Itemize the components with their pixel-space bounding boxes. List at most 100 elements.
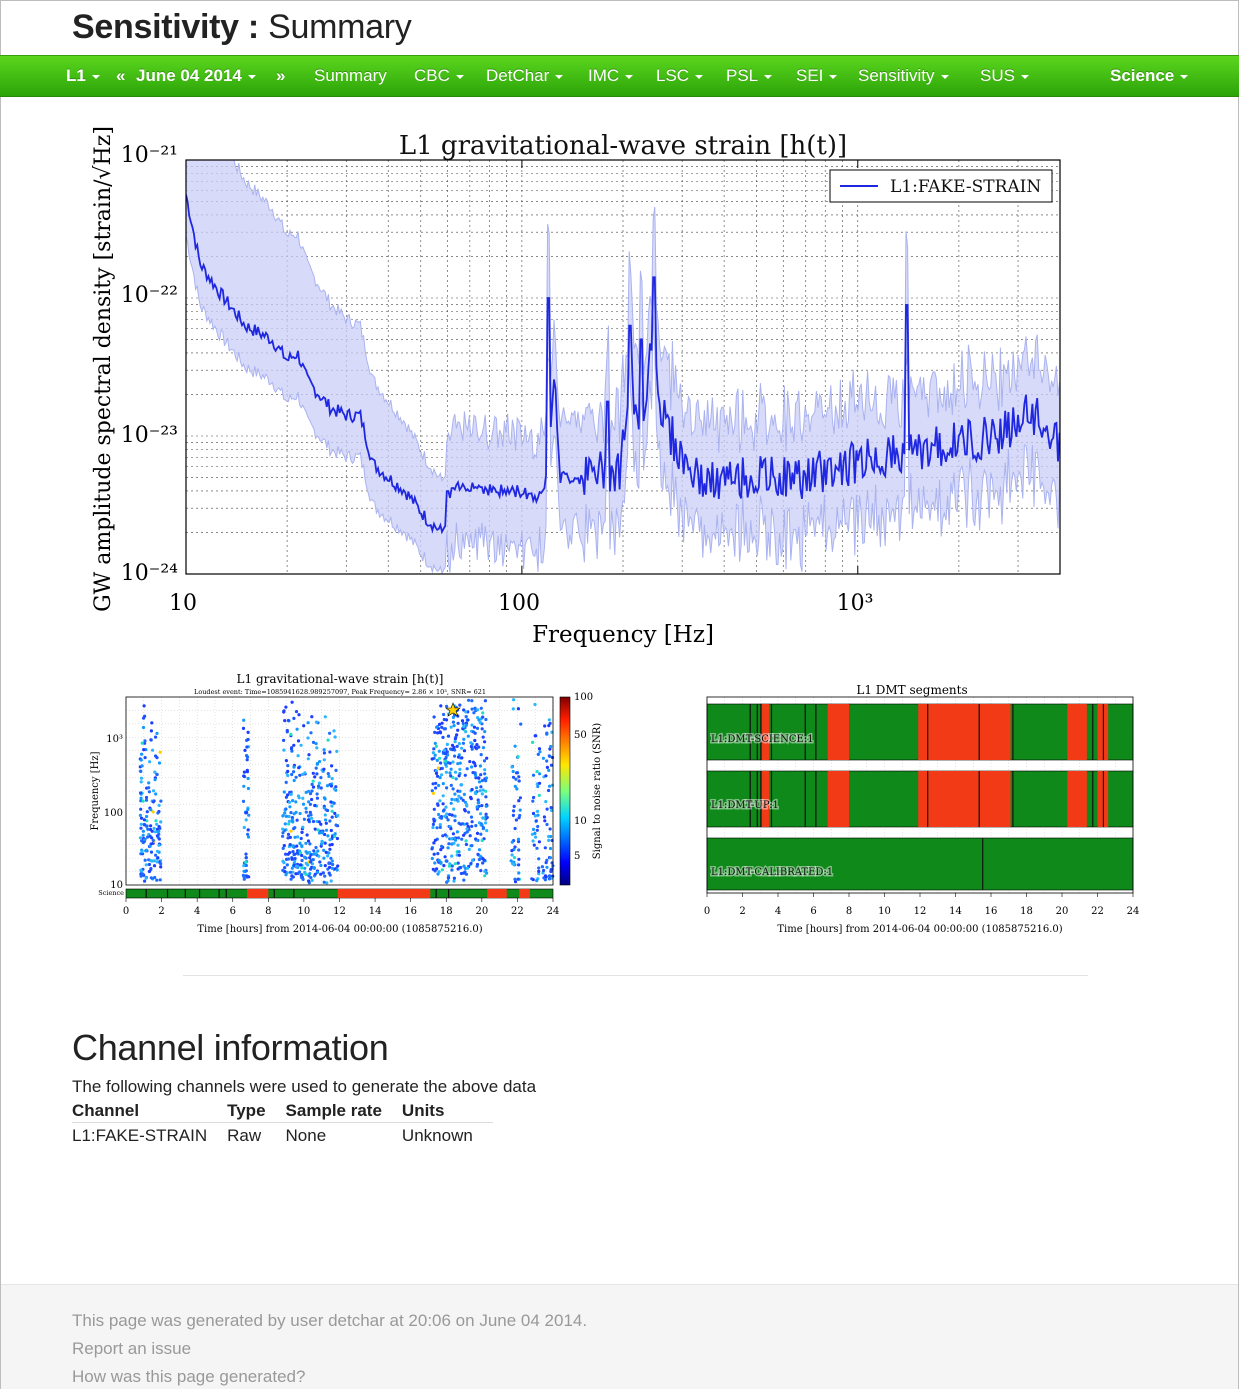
trigger-dot: [449, 801, 453, 805]
trigger-dot: [516, 837, 521, 841]
trigger-dot: [479, 832, 483, 836]
trigger-dot: [452, 876, 456, 880]
trigger-dot: [510, 853, 514, 857]
trigger-dot: [330, 777, 334, 781]
trigger-dot: [444, 762, 448, 766]
trigger-dot: [292, 770, 296, 774]
trigger-dot: [545, 807, 549, 811]
omega-scan-plot[interactable]: L1 gravitational-wave strain [h(t)] Loud…: [86, 668, 606, 940]
trigger-dot: [438, 756, 442, 760]
trigger-dot: [464, 872, 469, 876]
trigger-dot: [434, 786, 438, 790]
trigger-dot: [139, 807, 143, 811]
segments-x-tick-label: 16: [985, 906, 998, 917]
trigger-dot: [451, 715, 455, 719]
report-issue-link[interactable]: Report an issue: [72, 1339, 192, 1358]
trigger-dot: [294, 710, 299, 714]
segments-plot[interactable]: L1 DMT segments L1:DMT-SCIENCE:1 L1:DMT-…: [690, 668, 1160, 940]
trigger-dot: [443, 759, 447, 763]
trigger-dot: [142, 748, 146, 752]
trigger-dot: [469, 861, 473, 866]
trigger-dot: [301, 802, 306, 806]
ifo-dropdown[interactable]: L1: [66, 56, 100, 98]
segment-inactive: [1067, 771, 1087, 827]
trigger-dot: [481, 715, 485, 719]
trigger-dot: [281, 859, 285, 863]
trigger-dot: [480, 792, 484, 796]
trigger-dot: [312, 849, 316, 853]
trigger-dot: [153, 770, 157, 774]
trigger-dot: [511, 769, 515, 774]
trigger-dot: [290, 857, 294, 861]
trigger-dot: [148, 760, 152, 764]
trigger-dot: [538, 781, 542, 785]
omega-x-tick-label: 18: [440, 906, 453, 917]
trigger-dot: [457, 853, 461, 857]
trigger-dot: [476, 852, 480, 856]
trigger-dot: [139, 868, 143, 872]
trigger-dot: [284, 795, 288, 799]
trigger-dot: [467, 847, 471, 851]
trigger-dot: [149, 808, 153, 812]
trigger-dot: [284, 780, 288, 784]
trigger-dot: [145, 810, 149, 814]
trigger-dot: [430, 856, 434, 861]
trigger-dot: [445, 704, 449, 708]
date-dropdown[interactable]: June 04 2014: [136, 56, 256, 98]
trigger-dot: [544, 875, 548, 879]
tab-detchar[interactable]: DetChar: [486, 56, 564, 98]
tab-lsc[interactable]: LSC: [656, 56, 704, 98]
trigger-dot: [451, 787, 455, 791]
trigger-dot: [478, 789, 482, 793]
trigger-dot: [464, 710, 468, 714]
trigger-dot: [156, 856, 160, 860]
trigger-dot: [139, 826, 143, 830]
tab-cbc[interactable]: CBC: [414, 56, 464, 98]
tab-sus[interactable]: SUS: [980, 56, 1029, 98]
y-tick-label: 10⁻²³: [121, 423, 178, 448]
trigger-dot: [290, 818, 294, 822]
trigger-dot: [282, 748, 286, 752]
tab-sensitivity[interactable]: Sensitivity: [858, 56, 949, 98]
trigger-dot: [432, 841, 436, 845]
state-dropdown[interactable]: Science: [1110, 56, 1189, 98]
trigger-dot: [517, 857, 521, 861]
trigger-dot: [475, 743, 479, 747]
spectrum-plot[interactable]: L1 gravitational-wave strain [h(t)] L1:F…: [72, 112, 1072, 652]
trigger-dot: [311, 740, 316, 744]
trigger-dot: [464, 715, 468, 719]
trigger-dot: [324, 828, 329, 832]
trigger-dot: [246, 737, 250, 742]
segment-edge: [927, 771, 929, 827]
trigger-dot: [439, 816, 444, 820]
trigger-dot: [535, 769, 539, 774]
tab-summary[interactable]: Summary: [314, 66, 387, 85]
trigger-dot: [317, 820, 321, 824]
omega-x-axis-label: Time [hours] from 2014-06-04 00:00:00 (1…: [197, 924, 482, 935]
trigger-dot: [484, 821, 488, 825]
tab-imc-label: IMC: [588, 66, 620, 85]
trigger-dot: [513, 845, 517, 849]
trigger-dot: [480, 779, 484, 783]
trigger-dot: [439, 860, 443, 865]
tab-sei[interactable]: SEI: [796, 56, 838, 98]
trigger-dot: [324, 821, 328, 825]
trigger-dot: [476, 776, 480, 780]
trigger-dot: [476, 801, 480, 805]
how-generated-link[interactable]: How was this page generated?: [72, 1367, 306, 1386]
trigger-dot: [433, 838, 437, 842]
x-tick-label: 10: [169, 591, 197, 616]
trigger-dot: [453, 819, 457, 823]
tab-psl[interactable]: PSL: [726, 56, 773, 98]
trigger-dot: [329, 800, 333, 804]
segment-edge: [982, 838, 984, 890]
caret-down-icon: [695, 74, 704, 79]
trigger-dot: [295, 727, 299, 731]
trigger-dot: [463, 773, 467, 777]
trigger-dot: [448, 761, 452, 765]
next-day-link[interactable]: »: [276, 66, 286, 85]
trigger-dot: [451, 760, 455, 764]
previous-day-link[interactable]: «: [116, 66, 126, 85]
tab-imc[interactable]: IMC: [588, 56, 634, 98]
trigger-dot: [306, 721, 310, 725]
